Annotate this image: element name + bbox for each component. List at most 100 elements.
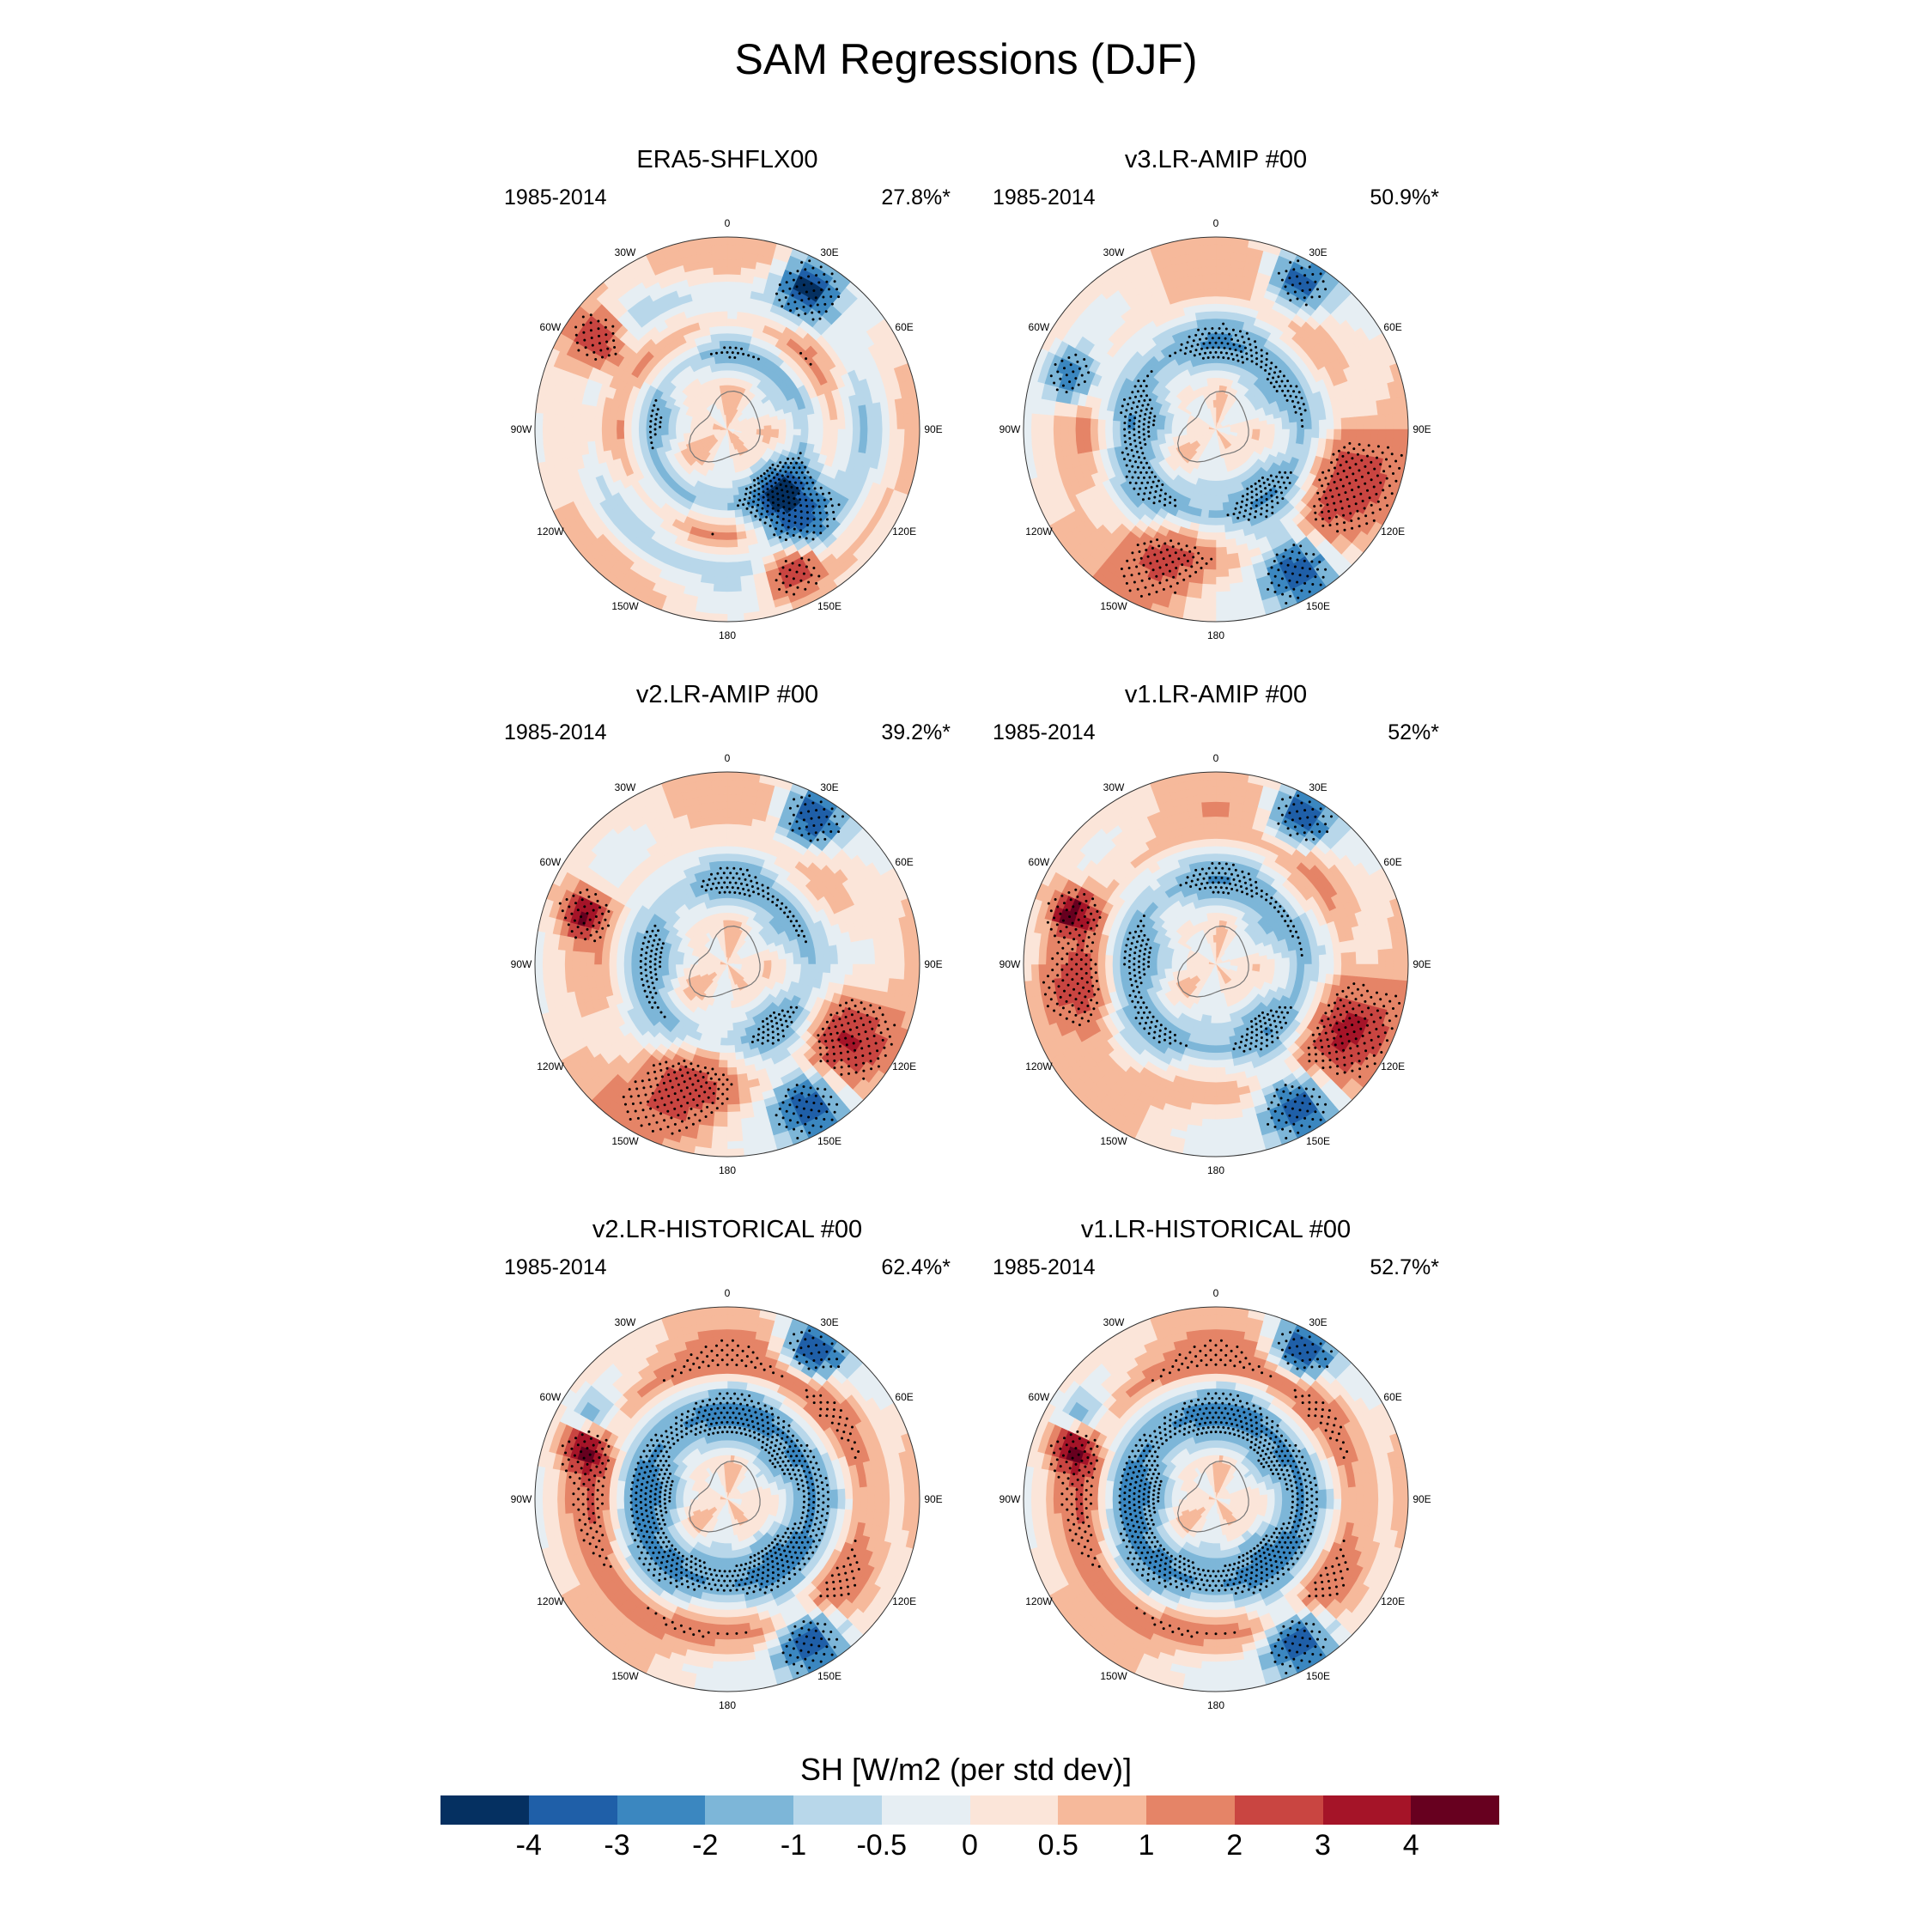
- panel-variance: 50.9%*: [1370, 185, 1439, 210]
- panel-period: 1985-2014: [504, 1255, 607, 1279]
- longitude-label: 120E: [1381, 1060, 1405, 1072]
- regression-field: [535, 772, 920, 1157]
- longitude-label: 120E: [892, 1060, 916, 1072]
- longitude-label: 120W: [537, 1060, 564, 1072]
- antarctica-coastline: [1176, 925, 1249, 998]
- map-panel-era5: ERA5-SHFLX00 1985-2014 27.8%* 0 30E 60E 90E…: [487, 146, 968, 661]
- longitude-label: 60E: [1383, 321, 1401, 333]
- longitude-label: 120W: [537, 526, 564, 538]
- colorbar-tick-label: 4: [1402, 1829, 1419, 1862]
- map-boundary: [1023, 236, 1409, 623]
- longitude-label: 30E: [820, 246, 838, 258]
- colorbar-tick-label: 1: [1138, 1829, 1155, 1862]
- colorbar-tick-label: -1: [780, 1829, 807, 1862]
- longitude-label: 90W: [511, 958, 532, 970]
- map-boundary: [534, 1306, 920, 1692]
- longitude-label: 60W: [1029, 321, 1050, 333]
- longitude-label: 0: [1213, 752, 1219, 764]
- longitude-label: 150E: [817, 1135, 841, 1147]
- colorbar: [440, 1795, 1499, 1825]
- panel-title: ERA5-SHFLX00: [636, 146, 818, 173]
- longitude-label: 90W: [999, 423, 1021, 435]
- colorbar-swatch: [1411, 1795, 1499, 1825]
- colorbar-tick-label: -4: [515, 1829, 542, 1862]
- colorbar-swatch: [617, 1795, 706, 1825]
- longitude-label: 150W: [611, 600, 639, 612]
- longitude-label: 120E: [892, 526, 916, 538]
- colorbar-swatch: [1234, 1795, 1323, 1825]
- colorbar-swatch: [705, 1795, 793, 1825]
- regression-field: [1024, 237, 1408, 622]
- panel-period: 1985-2014: [504, 720, 607, 744]
- polar-map: 0 30E 60E 90E 120E 150E 180 150W 120W 90W 60W 30W: [511, 217, 943, 641]
- longitude-label: 60W: [540, 856, 562, 868]
- longitude-label: 90E: [924, 1493, 942, 1505]
- longitude-label: 90E: [1413, 423, 1431, 435]
- longitude-label: 60E: [895, 321, 913, 333]
- longitude-label: 30W: [1103, 781, 1125, 793]
- longitude-label: 60W: [1029, 1391, 1050, 1403]
- longitude-label: 30W: [1103, 246, 1125, 258]
- longitude-label: 90W: [999, 958, 1021, 970]
- panel-title: v1.LR-AMIP #00: [1124, 681, 1308, 708]
- longitude-label: 180: [1207, 1164, 1224, 1176]
- longitude-label: 0: [1213, 1287, 1219, 1299]
- polar-map: 0 30E 60E 90E 120E 150E 180 150W 120W 90W 60W 30W: [999, 217, 1431, 641]
- longitude-label: 150W: [611, 1135, 639, 1147]
- colorbar-swatch: [1322, 1795, 1412, 1825]
- panel-title: v2.LR-AMIP #00: [635, 681, 819, 708]
- antarctica-coastline: [688, 925, 761, 998]
- longitude-label: 30E: [820, 1316, 838, 1328]
- longitude-label: 180: [719, 629, 736, 641]
- colorbar-swatch: [440, 1795, 529, 1825]
- map-boundary: [1023, 1306, 1409, 1692]
- colorbar-swatch: [1146, 1795, 1235, 1825]
- colorbar-swatch: [528, 1795, 617, 1825]
- panel-variance: 39.2%*: [881, 720, 951, 744]
- longitude-label: 0: [1213, 217, 1219, 229]
- longitude-label: 150E: [817, 1670, 841, 1682]
- longitude-label: 150E: [1306, 1135, 1330, 1147]
- longitude-label: 150W: [1100, 1670, 1127, 1682]
- longitude-label: 90E: [1413, 1493, 1431, 1505]
- longitude-label: 180: [1207, 1699, 1224, 1711]
- longitude-label: 0: [725, 752, 731, 764]
- regression-field: [1024, 1307, 1408, 1692]
- longitude-label: 0: [725, 217, 731, 229]
- colorbar-tick-label: 0: [962, 1829, 978, 1862]
- colorbar-swatch: [969, 1795, 1059, 1825]
- longitude-label: 60E: [895, 1391, 913, 1403]
- longitude-label: 90E: [1413, 958, 1431, 970]
- figure-title: SAM Regressions (DJF): [734, 35, 1198, 83]
- colorbar-tick-label: -0.5: [856, 1829, 908, 1862]
- panel-period: 1985-2014: [504, 185, 607, 210]
- panel-variance: 62.4%*: [881, 1255, 951, 1279]
- map-panel-v1-historical: v1.LR-HISTORICAL #00 1985-2014 52.7%* 0 3…: [975, 1216, 1456, 1731]
- longitude-label: 30W: [615, 1316, 636, 1328]
- colorbar-tick-label: 3: [1315, 1829, 1331, 1862]
- regression-field: [535, 237, 920, 622]
- longitude-label: 120W: [1025, 1595, 1053, 1607]
- longitude-label: 90W: [511, 1493, 532, 1505]
- colorbar-swatch: [793, 1795, 882, 1825]
- colorbar-title: SH [W/m2 (per std dev)]: [799, 1752, 1133, 1787]
- longitude-label: 30W: [615, 781, 636, 793]
- antarctica-coastline: [1176, 390, 1249, 463]
- longitude-label: 120E: [1381, 526, 1405, 538]
- antarctica-coastline: [688, 1460, 761, 1533]
- colorbar-tick-label: -3: [604, 1829, 630, 1862]
- longitude-label: 180: [719, 1699, 736, 1711]
- longitude-label: 60W: [540, 321, 562, 333]
- antarctica-coastline: [1176, 1460, 1249, 1533]
- longitude-label: 60E: [1383, 856, 1401, 868]
- longitude-label: 120W: [1025, 1060, 1053, 1072]
- panel-period: 1985-2014: [993, 185, 1096, 210]
- panel-period: 1985-2014: [993, 1255, 1096, 1279]
- longitude-label: 30W: [615, 246, 636, 258]
- panel-variance: 52%*: [1388, 720, 1439, 744]
- map-panel-v1-amip: v1.LR-AMIP #00 1985-2014 52%* 0 30E 60E 90E…: [975, 681, 1456, 1196]
- panel-variance: 52.7%*: [1370, 1255, 1439, 1279]
- longitude-label: 60E: [1383, 1391, 1401, 1403]
- longitude-label: 180: [1207, 629, 1224, 641]
- panel-period: 1985-2014: [993, 720, 1096, 744]
